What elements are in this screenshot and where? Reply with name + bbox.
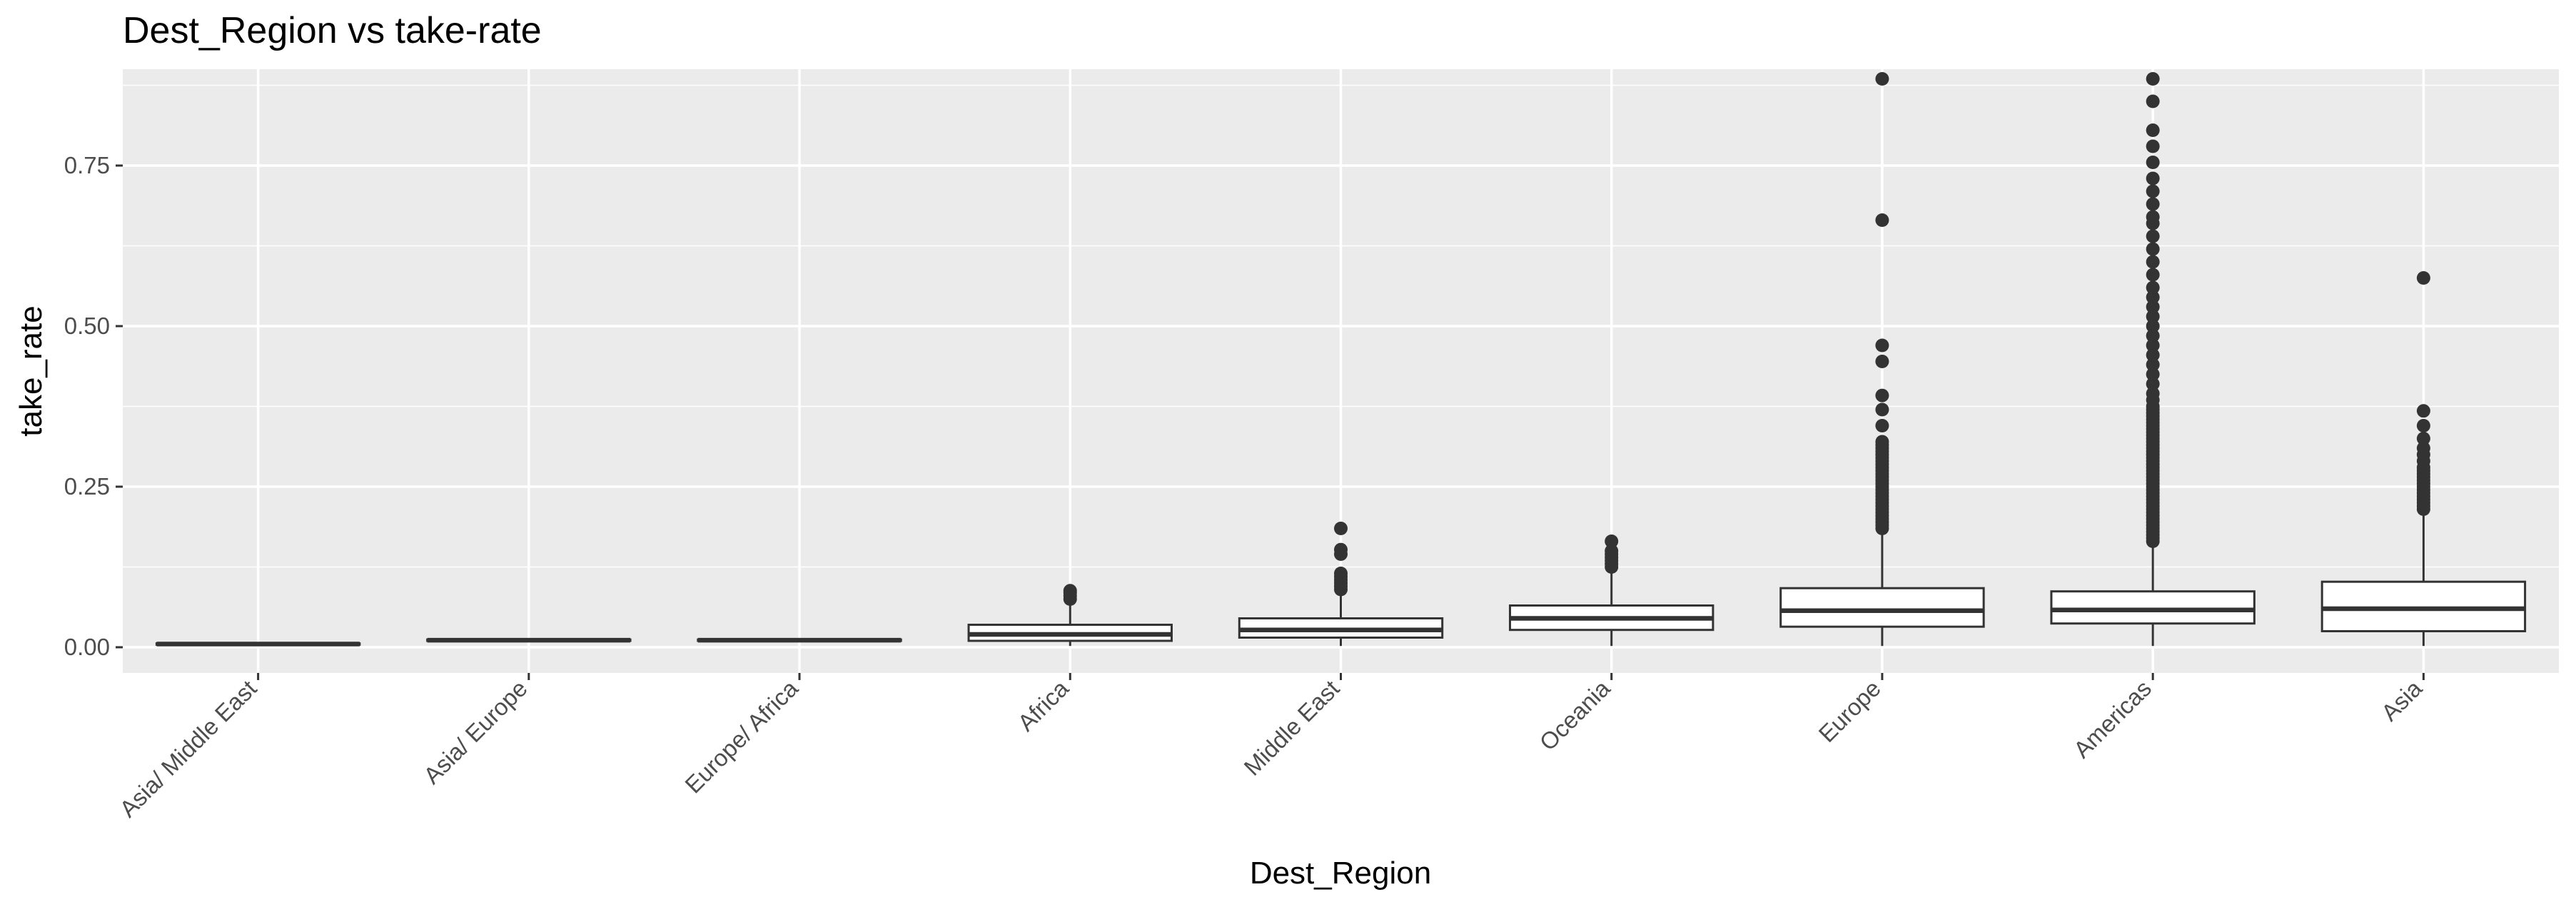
outlier-point — [1875, 435, 1889, 449]
outlier-point — [2146, 139, 2160, 153]
outlier-point — [2146, 123, 2160, 137]
outlier-point — [2146, 368, 2160, 381]
outlier-point — [2146, 290, 2160, 304]
outlier-point — [2146, 387, 2160, 400]
outlier-point — [2416, 419, 2430, 432]
outlier-point — [2146, 255, 2160, 269]
outlier-point — [1875, 402, 1889, 417]
outlier-point — [2416, 404, 2430, 418]
boxplot-asia-middle-east — [155, 642, 361, 647]
outlier-point — [2146, 94, 2160, 108]
y-tick-label: 0.75 — [64, 152, 110, 178]
outlier-point — [2146, 300, 2160, 314]
outlier-point — [2146, 319, 2160, 333]
outlier-point — [1875, 388, 1889, 402]
y-axis-title: take_rate — [14, 305, 49, 436]
outlier-point — [2146, 280, 2160, 295]
outlier-point — [1875, 338, 1889, 353]
outlier-point — [1334, 542, 1348, 557]
boxplot-europe — [1779, 72, 1985, 647]
outlier-point — [2146, 348, 2160, 362]
outlier-point — [1605, 534, 1619, 548]
outlier-point — [2416, 441, 2430, 455]
outlier-point — [2146, 72, 2160, 86]
y-tick-label: 0.00 — [64, 634, 110, 660]
boxplot-asia — [2320, 271, 2527, 647]
boxplots — [155, 72, 2527, 647]
x-tick-label: Asia/ Middle East — [114, 675, 261, 822]
box — [2050, 590, 2256, 625]
outlier-point — [2146, 156, 2160, 169]
outlier-point — [2146, 268, 2160, 282]
outlier-point — [2146, 358, 2160, 372]
boxplot-middle-east — [1238, 522, 1444, 647]
outlier-point — [2416, 432, 2430, 445]
x-tick-label: Middle East — [1238, 675, 1344, 781]
outlier-point — [2146, 377, 2160, 391]
outlier-point — [1875, 72, 1889, 86]
outlier-point — [1334, 567, 1348, 580]
outlier-point — [2146, 171, 2160, 186]
outlier-point — [2146, 329, 2160, 343]
x-tick-label: Europe/ Africa — [680, 674, 803, 798]
x-tick-label: Asia/ Europe — [418, 675, 532, 789]
x-tick-label: Africa — [1012, 674, 1074, 736]
chart-title: Dest_Region vs take-rate — [123, 10, 542, 51]
outlier-point — [2146, 310, 2160, 323]
outlier-point — [2146, 184, 2160, 198]
box — [1779, 587, 1985, 628]
outlier-point — [1334, 522, 1348, 535]
x-tick-label: Oceania — [1535, 674, 1616, 756]
y-tick-label: 0.50 — [64, 313, 110, 339]
outlier-point — [1875, 419, 1889, 432]
boxplot-oceania — [1509, 534, 1714, 647]
outlier-point — [2146, 338, 2160, 353]
boxplot-europe-africa — [697, 637, 902, 643]
outlier-point — [2146, 242, 2160, 256]
x-axis-title: Dest_Region — [1250, 856, 1431, 891]
boxplot-africa — [967, 584, 1173, 647]
outlier-point — [2146, 210, 2160, 224]
x-tick-label: Americas — [2069, 675, 2156, 763]
boxplot-americas — [2050, 72, 2256, 647]
outlier-point — [1605, 544, 1619, 558]
outlier-point — [1875, 355, 1889, 368]
y-tick-label: 0.25 — [64, 473, 110, 500]
outlier-point — [2416, 271, 2430, 285]
boxplot-asia-europe — [426, 637, 632, 643]
x-tick-label: Europe — [1813, 675, 1885, 747]
x-tick-label: Asia — [2376, 674, 2428, 726]
outlier-point — [1063, 584, 1077, 598]
outlier-point — [1875, 213, 1889, 227]
outlier-point — [2146, 229, 2160, 243]
outlier-point — [2146, 197, 2160, 211]
